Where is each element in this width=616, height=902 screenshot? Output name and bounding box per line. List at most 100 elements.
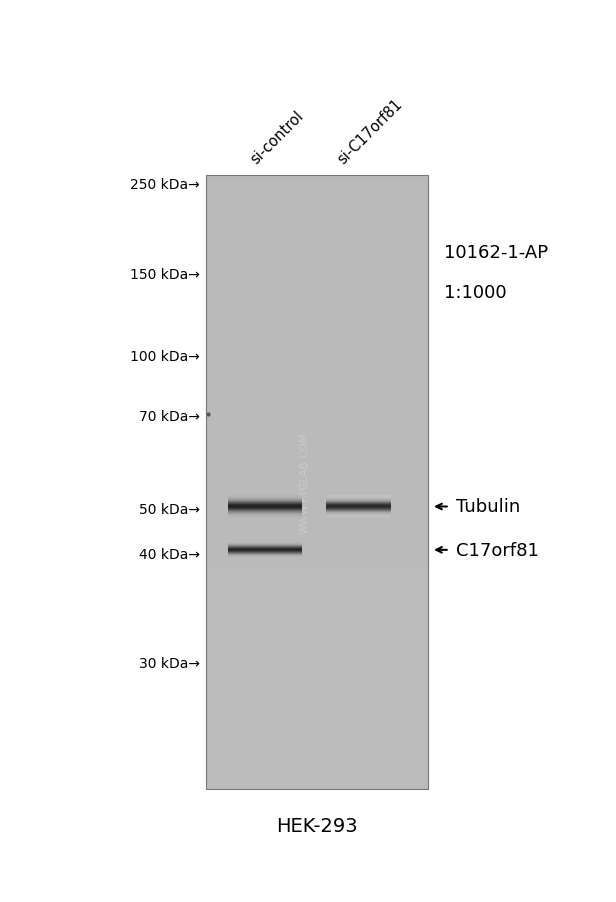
Bar	[206, 403, 428, 406]
Bar	[206, 437, 428, 439]
Bar	[206, 246, 428, 250]
Bar	[206, 489, 428, 492]
Bar	[206, 189, 428, 191]
Bar	[206, 470, 428, 474]
Bar	[206, 207, 428, 209]
Bar	[206, 428, 428, 430]
Bar	[206, 323, 428, 327]
Bar	[206, 553, 428, 557]
Bar	[206, 378, 428, 382]
Bar	[206, 369, 428, 373]
Text: Tubulin: Tubulin	[456, 498, 520, 516]
Bar	[206, 704, 428, 706]
Bar	[206, 575, 428, 577]
Bar	[206, 526, 428, 529]
Bar	[206, 522, 428, 526]
Text: 40 kDa→: 40 kDa→	[139, 548, 200, 562]
Bar	[206, 476, 428, 480]
Text: 150 kDa→: 150 kDa→	[131, 268, 200, 282]
Bar	[206, 240, 428, 244]
Text: C17orf81: C17orf81	[456, 541, 539, 559]
Bar	[206, 572, 428, 575]
Bar	[206, 618, 428, 621]
Bar	[206, 265, 428, 268]
Bar	[206, 695, 428, 697]
Bar	[206, 268, 428, 271]
Bar	[206, 645, 428, 649]
Bar	[206, 200, 428, 204]
Bar	[206, 301, 428, 305]
Bar	[206, 255, 428, 259]
Bar	[206, 434, 428, 437]
Bar	[206, 590, 428, 593]
Bar	[206, 467, 428, 470]
Bar	[206, 706, 428, 710]
Bar	[206, 630, 428, 633]
Bar	[206, 728, 428, 731]
Bar	[206, 317, 428, 320]
Bar	[206, 654, 428, 658]
Bar	[206, 761, 428, 765]
Bar	[206, 771, 428, 774]
Bar	[206, 397, 428, 400]
Bar	[206, 529, 428, 531]
Bar	[206, 366, 428, 369]
Bar	[206, 550, 428, 553]
Bar	[206, 688, 428, 691]
Bar	[206, 783, 428, 787]
Bar	[206, 465, 428, 467]
Bar	[206, 734, 428, 737]
Bar	[206, 305, 428, 308]
Bar	[206, 485, 428, 489]
Bar	[206, 262, 428, 265]
Bar	[206, 375, 428, 378]
Bar	[206, 593, 428, 596]
Bar	[206, 296, 428, 299]
Bar	[206, 614, 428, 618]
Bar	[206, 360, 428, 363]
Bar	[206, 587, 428, 590]
Bar	[206, 557, 428, 559]
Bar	[206, 314, 428, 317]
Bar	[206, 664, 428, 667]
Bar	[206, 697, 428, 700]
Bar	[206, 750, 428, 752]
Bar	[206, 320, 428, 323]
Bar	[206, 373, 428, 375]
Bar	[206, 351, 428, 354]
Bar	[206, 511, 428, 513]
Bar	[206, 400, 428, 403]
Bar	[206, 347, 428, 351]
Bar	[206, 327, 428, 329]
Bar	[206, 651, 428, 654]
Bar	[206, 603, 428, 605]
Bar	[206, 568, 428, 572]
Bar	[206, 406, 428, 409]
Bar	[206, 566, 428, 568]
Bar	[206, 461, 428, 465]
Bar	[206, 495, 428, 498]
Bar	[206, 231, 428, 235]
Bar	[206, 759, 428, 761]
Bar	[206, 710, 428, 713]
Bar	[206, 274, 428, 277]
Bar	[206, 219, 428, 222]
Bar	[206, 342, 428, 345]
Bar	[206, 516, 428, 520]
Bar	[206, 185, 428, 189]
Bar	[206, 259, 428, 262]
Bar	[206, 354, 428, 357]
Bar	[206, 283, 428, 286]
Bar	[206, 329, 428, 332]
Bar	[206, 501, 428, 504]
Text: 10162-1-AP: 10162-1-AP	[444, 244, 548, 262]
Bar	[206, 765, 428, 768]
Bar	[206, 179, 428, 182]
Text: 50 kDa→: 50 kDa→	[139, 502, 200, 517]
Bar	[206, 391, 428, 393]
Text: 1:1000: 1:1000	[444, 284, 506, 302]
Bar	[206, 439, 428, 443]
Bar	[206, 719, 428, 722]
Bar	[206, 639, 428, 642]
Bar	[206, 363, 428, 366]
